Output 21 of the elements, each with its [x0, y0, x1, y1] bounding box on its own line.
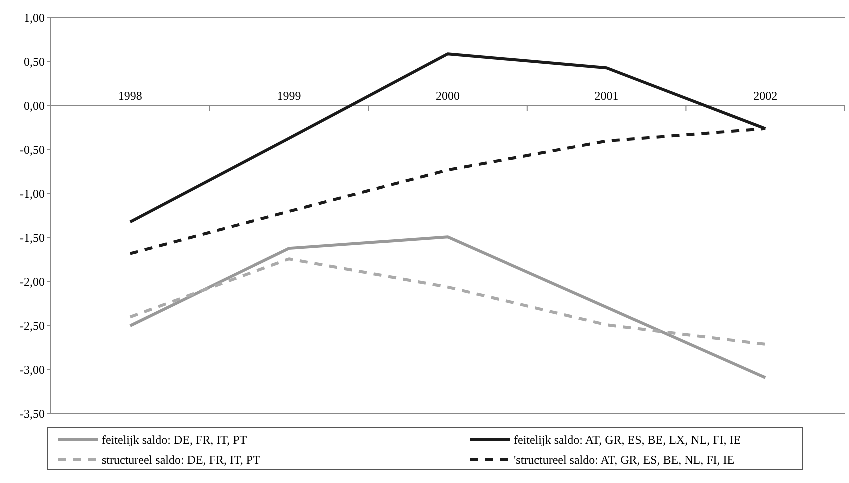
- legend-label: structureel saldo: DE, FR, IT, PT: [102, 453, 262, 468]
- y-tick-label: -1,00: [20, 187, 45, 202]
- legend-label: feitelijk saldo: DE, FR, IT, PT: [102, 433, 248, 448]
- x-tick-label: 2001: [594, 89, 619, 103]
- x-tick-label: 2000: [436, 89, 460, 103]
- line-series: [128, 258, 768, 346]
- y-tick-label: 0,00: [24, 99, 45, 114]
- y-tick-label: -2,50: [20, 319, 45, 334]
- legend-label: feitelijk saldo: AT, GR, ES, BE, LX, NL, FI, IE: [514, 433, 742, 448]
- y-tick-label: 0,50: [24, 55, 45, 70]
- line-series: [128, 236, 768, 380]
- x-tick-label: 1998: [118, 89, 142, 103]
- x-tick-label: 2002: [754, 89, 778, 103]
- y-tick-label: -1,50: [20, 231, 45, 246]
- y-tick-label: -0,50: [20, 143, 45, 158]
- legend-label: 'structureel saldo: AT, GR, ES, BE, NL, FI, IE: [514, 453, 735, 468]
- y-tick-label: 1,00: [24, 11, 45, 26]
- y-tick-label: -2,00: [20, 275, 45, 290]
- x-tick-label: 1999: [277, 89, 302, 103]
- y-tick-label: -3,50: [20, 407, 45, 422]
- y-tick-label: -3,00: [20, 363, 45, 378]
